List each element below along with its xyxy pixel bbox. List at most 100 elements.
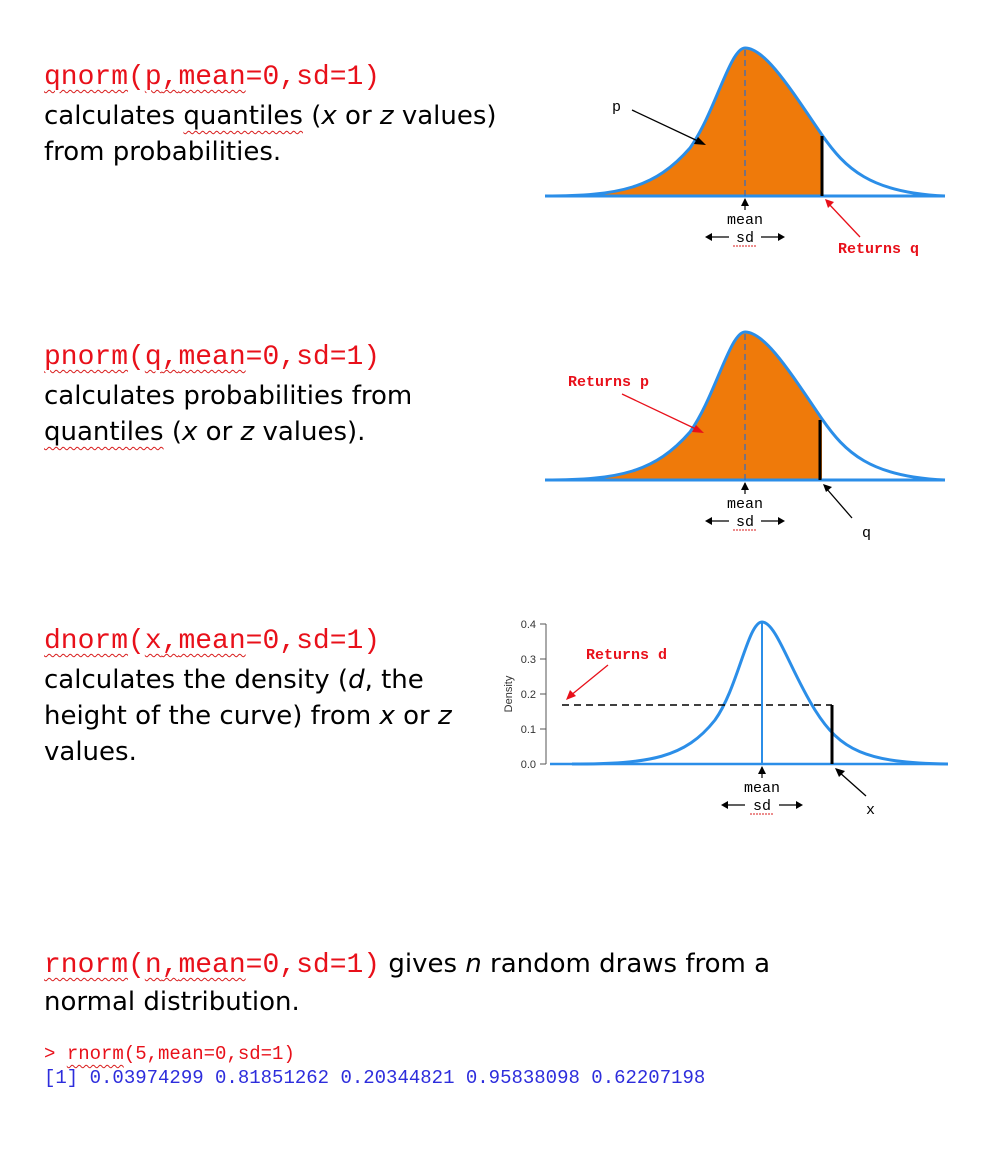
dnorm-label-sd: sd <box>753 798 771 815</box>
qnorm-arrow-returns-head <box>825 199 834 208</box>
pnorm-desc-line1: calculates probabilities from <box>44 381 413 411</box>
dnorm-desc-part: or <box>394 701 438 731</box>
pnorm-desc-part: ( <box>163 417 182 447</box>
rnorm-sep: , <box>161 950 179 981</box>
pnorm-sep: , <box>161 342 179 373</box>
dnorm-desc-x: x <box>379 701 395 731</box>
qnorm-arrow-returns <box>827 202 861 238</box>
qnorm-arg-mean-rest: =0, <box>245 62 297 93</box>
dnorm-signature: dnorm(x,mean=0,sd=1) <box>44 624 452 660</box>
pnorm-label-q: q <box>862 525 871 542</box>
rnorm-line1: rnorm(n,mean=0,sd=1) gives n random draw… <box>44 946 770 984</box>
pnorm-desc-part: or <box>197 417 241 447</box>
pnorm-sd-right-head <box>778 517 785 525</box>
dnorm-desc-z: z <box>437 701 452 731</box>
qnorm-paren: ( <box>128 62 145 93</box>
pnorm-signature: pnorm(q,mean=0,sd=1) <box>44 340 412 376</box>
console-prompt: > <box>44 1043 67 1065</box>
pnorm-desc-part: values). <box>254 417 366 447</box>
qnorm-desc-line2: from probabilities. <box>44 137 282 167</box>
dnorm-ytick-label: 0.4 <box>521 619 536 631</box>
dnorm-desc-line1: calculates the density (d, the <box>44 662 452 698</box>
pnorm-arrow-q-head <box>823 484 832 492</box>
pnorm-label-returns: Returns p <box>568 374 649 391</box>
pnorm-diagram: Returns p mean sd q <box>544 330 946 542</box>
dnorm-label-mean: mean <box>744 780 780 797</box>
dnorm-ytick-label: 0.3 <box>521 654 536 666</box>
qnorm-desc-z: z <box>379 101 394 131</box>
pnorm-shaded-area <box>545 332 822 480</box>
dnorm-sd-right-head <box>796 801 803 809</box>
qnorm-sd-right-head <box>778 233 785 241</box>
qnorm-curve <box>544 46 946 198</box>
dnorm-arg-x: x <box>144 626 162 657</box>
qnorm-label-mean: mean <box>727 212 763 229</box>
dnorm-desc-line2: height of the curve) from x or z <box>44 698 452 734</box>
pnorm-arg-q: q <box>144 342 162 373</box>
pnorm-curve <box>544 330 946 482</box>
dnorm-arrow-x <box>838 771 867 797</box>
qnorm-arrow-p <box>631 109 701 143</box>
qnorm-desc-part: ( <box>302 101 322 131</box>
qnorm-fn: qnorm <box>44 62 129 93</box>
dnorm-ylabel: Density <box>503 675 515 712</box>
rnorm-arg-mean-rest: =0, <box>245 950 297 981</box>
qnorm-desc-part: or <box>336 101 380 131</box>
qnorm-mean-arrow-head <box>741 198 749 206</box>
pnorm-arg-mean: mean <box>178 342 246 373</box>
dnorm-label-returns: Returns d <box>586 647 667 664</box>
pnorm-desc-z: z <box>240 417 255 447</box>
dnorm-arrow-returns-head <box>566 690 576 700</box>
qnorm-desc-part: values) <box>393 101 497 131</box>
dnorm-desc-line3: values. <box>44 737 137 767</box>
qnorm-arg-mean: mean <box>178 62 246 93</box>
rnorm-arg-mean: mean <box>178 950 246 981</box>
dnorm-text: dnorm(x,mean=0,sd=1) calculates the dens… <box>44 624 452 770</box>
pnorm-paren: ( <box>128 342 145 373</box>
dnorm-curve <box>571 620 949 766</box>
rnorm-desc-line2: normal distribution. <box>44 987 300 1017</box>
dnorm-arrow-x-head <box>835 768 845 777</box>
dnorm-ytick-label: 0.2 <box>521 689 536 701</box>
pnorm-desc-line2: quantiles (x or z values). <box>44 414 412 450</box>
dnorm-arg-mean: mean <box>178 626 246 657</box>
pnorm-arg-mean-rest: =0, <box>245 342 297 373</box>
qnorm-diagram: p mean sd Returns q <box>544 46 946 258</box>
pnorm-text: pnorm(q,mean=0,sd=1) calculates probabil… <box>44 340 412 450</box>
console-args: (5,mean=0,sd=1) <box>123 1043 295 1065</box>
pnorm-mean-arrow-head <box>741 482 749 490</box>
dnorm-ytick-label: 0.0 <box>521 759 536 771</box>
qnorm-sep: , <box>161 62 179 93</box>
dnorm-diagram: 0.0 0.1 0.2 0.3 0.4 Density Returns d me… <box>503 619 949 819</box>
pnorm-sd-left-head <box>705 517 712 525</box>
r-console: > rnorm(5,mean=0,sd=1) [1] 0.03974299 0.… <box>44 1042 705 1090</box>
pnorm-desc-quantiles: quantiles <box>44 417 164 447</box>
qnorm-desc-quantiles: quantiles <box>183 101 303 131</box>
dnorm-paren: ( <box>128 626 145 657</box>
dnorm-ytick-label: 0.1 <box>521 724 536 736</box>
rnorm-arg-n: n <box>144 950 162 981</box>
pnorm-label-sd: sd <box>736 514 754 531</box>
qnorm-signature: qnorm(p,mean=0,sd=1) <box>44 60 497 96</box>
rnorm-signature: rnorm(n,mean=0,sd=1) <box>44 950 380 981</box>
qnorm-desc-part: calculates <box>44 101 184 131</box>
rnorm-arg-sd: sd=1) <box>296 950 381 981</box>
qnorm-label-returns: Returns q <box>838 241 919 258</box>
qnorm-label-p: p <box>612 99 621 116</box>
pnorm-label-mean: mean <box>727 496 763 513</box>
dnorm-arg-sd: sd=1) <box>296 626 381 657</box>
pnorm-arg-sd: sd=1) <box>296 342 381 373</box>
dnorm-arg-mean-rest: =0, <box>245 626 297 657</box>
pnorm-arrow-q <box>825 487 853 519</box>
rnorm-desc-n: n <box>465 949 482 979</box>
pnorm-desc-x: x <box>182 417 198 447</box>
qnorm-label-sd: sd <box>736 230 754 247</box>
rnorm-desc-part: gives <box>380 949 466 979</box>
qnorm-shaded-area <box>545 48 822 196</box>
dnorm-sep: , <box>161 626 179 657</box>
rnorm-text: rnorm(n,mean=0,sd=1) gives n random draw… <box>44 946 770 1020</box>
dnorm-label-x: x <box>866 802 875 819</box>
qnorm-arg-p: p <box>144 62 162 93</box>
pnorm-arrow-returns <box>621 393 699 431</box>
qnorm-sd-left-head <box>705 233 712 241</box>
